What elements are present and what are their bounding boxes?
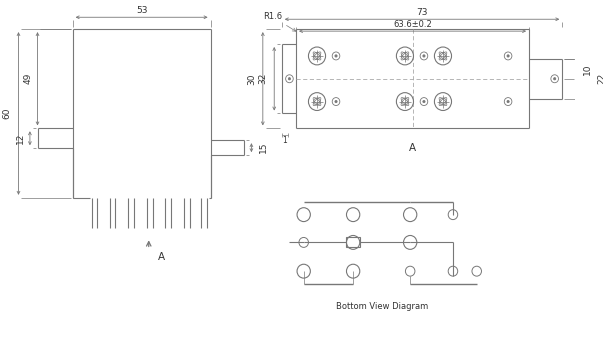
Text: 1: 1 xyxy=(282,136,287,145)
Text: 63.6±0.2: 63.6±0.2 xyxy=(393,20,432,29)
Circle shape xyxy=(507,55,509,57)
Text: 73: 73 xyxy=(416,8,428,17)
Circle shape xyxy=(288,78,291,80)
Text: 22: 22 xyxy=(598,73,603,84)
Text: A: A xyxy=(158,252,165,262)
Text: 49: 49 xyxy=(24,73,33,84)
Text: 10: 10 xyxy=(584,63,592,75)
Text: Bottom View Diagram: Bottom View Diagram xyxy=(335,302,428,311)
Text: A: A xyxy=(409,143,416,153)
Text: 30: 30 xyxy=(247,73,256,84)
Circle shape xyxy=(335,101,337,103)
Circle shape xyxy=(423,101,425,103)
Text: 15: 15 xyxy=(259,142,268,154)
Text: 12: 12 xyxy=(16,133,25,144)
Circle shape xyxy=(554,78,556,80)
Text: 60: 60 xyxy=(2,108,11,119)
Text: 32: 32 xyxy=(258,73,267,84)
Bar xyxy=(347,237,360,247)
Text: 53: 53 xyxy=(136,6,147,15)
Text: R1.6: R1.6 xyxy=(263,12,296,31)
Circle shape xyxy=(507,101,509,103)
Circle shape xyxy=(335,55,337,57)
Circle shape xyxy=(423,55,425,57)
